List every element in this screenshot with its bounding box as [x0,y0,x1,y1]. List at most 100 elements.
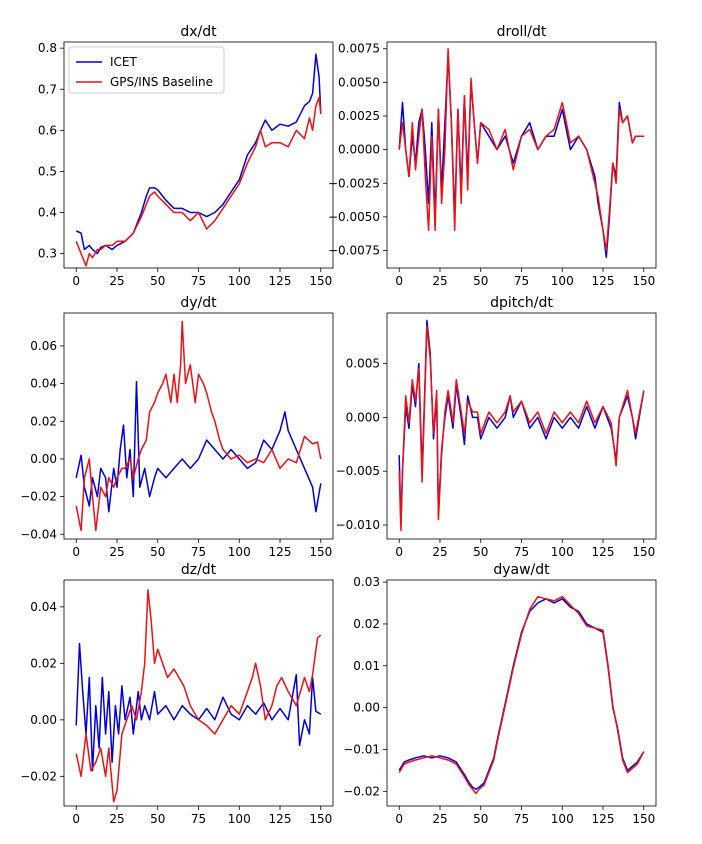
y-tick-label: 0.02 [30,656,57,670]
x-tick-label: 0 [395,274,403,288]
x-tick-label: 100 [551,545,574,559]
x-tick-label: 125 [269,274,292,288]
legend-box [68,46,225,94]
y-tick-label: 0.6 [38,123,57,137]
series-line-gps-ins-baseline [398,47,644,252]
chart-title: dy/dt [180,295,217,311]
series-line-icet [75,380,322,513]
x-tick-label: 75 [514,812,529,826]
y-tick-label: −0.010 [336,518,380,532]
x-tick-label: 75 [514,274,529,288]
chart-panel: droll/dt 0 25 50 75 100 125 150 −0.0075 −0.0050 −0… [328,24,657,288]
y-tick-label: −0.0075 [328,244,380,258]
y-tick-label: −0.0025 [328,176,380,190]
y-tick-label: −0.02 [20,490,57,504]
x-tick-label: 150 [309,545,332,559]
x-tick-label: 75 [191,545,206,559]
x-tick-label: 25 [109,274,124,288]
x-tick-label: 0 [395,812,403,826]
x-tick-label: 75 [191,274,206,288]
series-line-gps-ins-baseline [75,96,322,267]
y-tick-label: 0.005 [346,357,380,371]
y-tick-label: −0.01 [343,743,380,757]
y-tick-label: −0.0050 [328,210,380,224]
plot-area [387,313,656,539]
x-tick-label: 100 [551,812,574,826]
series-line-gps-ins-baseline [75,589,322,803]
y-tick-label: 0.06 [30,339,57,353]
y-tick-label: 0.02 [30,414,57,428]
plot-area [387,580,656,806]
x-tick-label: 50 [473,274,488,288]
x-tick-label: 25 [432,545,447,559]
x-tick-label: 25 [432,274,447,288]
y-tick-label: 0.01 [353,659,380,673]
y-tick-label: 0.0025 [338,109,380,123]
y-tick-label: 0.0000 [338,143,380,157]
y-tick-label: −0.04 [20,527,57,541]
chart-panel: dz/dt 0 25 50 75 100 125 150 −0.02 0.00 0.02 0.04 [20,562,334,826]
chart-panel: dpitch/dt 0 25 50 75 100 125 150 −0.010 −0.005 0.0… [336,295,657,559]
chart-title: dpitch/dt [490,295,553,311]
x-tick-label: 0 [72,812,80,826]
y-tick-label: 0.7 [38,82,57,96]
y-tick-label: 0.4 [38,206,57,220]
x-tick-label: 125 [592,274,615,288]
x-tick-label: 125 [269,545,292,559]
x-tick-label: 25 [432,812,447,826]
x-tick-label: 100 [228,545,251,559]
x-tick-label: 125 [592,545,615,559]
x-tick-label: 75 [191,812,206,826]
y-tick-label: −0.02 [20,769,57,783]
series-line-gps-ins-baseline [398,325,645,532]
x-tick-label: 125 [269,812,292,826]
plot-area [387,42,656,268]
y-tick-label: 0.5 [38,164,57,178]
x-tick-label: 50 [473,812,488,826]
x-tick-label: 150 [632,545,655,559]
x-tick-label: 50 [473,545,488,559]
y-tick-label: 0.8 [38,41,57,55]
y-tick-label: 0.03 [353,575,380,589]
chart-title: dz/dt [181,562,217,578]
y-tick-label: 0.04 [30,600,57,614]
y-tick-label: 0.000 [346,410,380,424]
x-tick-label: 75 [514,545,529,559]
y-tick-label: 0.02 [353,617,380,631]
y-tick-label: −0.02 [343,784,380,798]
legend-label-gps-ins-baseline: GPS/INS Baseline [110,75,213,89]
plot-area [64,313,333,539]
x-tick-label: 0 [395,545,403,559]
x-tick-label: 0 [72,545,80,559]
x-tick-label: 150 [632,812,655,826]
x-tick-label: 150 [309,812,332,826]
chart-panel: dyaw/dt 0 25 50 75 100 125 150 −0.02 −0.01 0.00 0.0… [343,562,657,826]
x-tick-label: 100 [551,274,574,288]
x-tick-label: 150 [632,274,655,288]
chart-panel: dy/dt 0 25 50 75 100 125 150 −0.04 −0.02 0.00 0.02 0… [20,295,334,559]
x-tick-label: 25 [109,812,124,826]
y-tick-label: 0.04 [30,377,57,391]
y-tick-label: 0.0050 [338,75,380,89]
x-tick-label: 50 [150,812,165,826]
chart-panel: dx/dt 0 25 50 75 100 125 150 0.3 0.4 0.5 0.6 0.7 0.8 I… [38,24,334,288]
series-line-icet [75,642,322,772]
x-tick-label: 150 [309,274,332,288]
chart-title: droll/dt [497,24,547,40]
y-tick-label: 0.00 [30,713,57,727]
x-tick-label: 125 [592,812,615,826]
y-tick-label: −0.005 [336,464,380,478]
x-tick-label: 50 [150,545,165,559]
x-tick-label: 100 [228,274,251,288]
y-tick-label: 0.0075 [338,42,380,56]
series-line-gps-ins-baseline [75,320,322,532]
x-tick-label: 0 [72,274,80,288]
legend-label-icet: ICET [110,55,138,69]
chart-title: dx/dt [180,24,217,40]
y-tick-label: 0.00 [30,452,57,466]
chart-title: dyaw/dt [493,562,550,578]
series-line-gps-ins-baseline [398,595,645,795]
x-tick-label: 50 [150,274,165,288]
x-tick-label: 25 [109,545,124,559]
